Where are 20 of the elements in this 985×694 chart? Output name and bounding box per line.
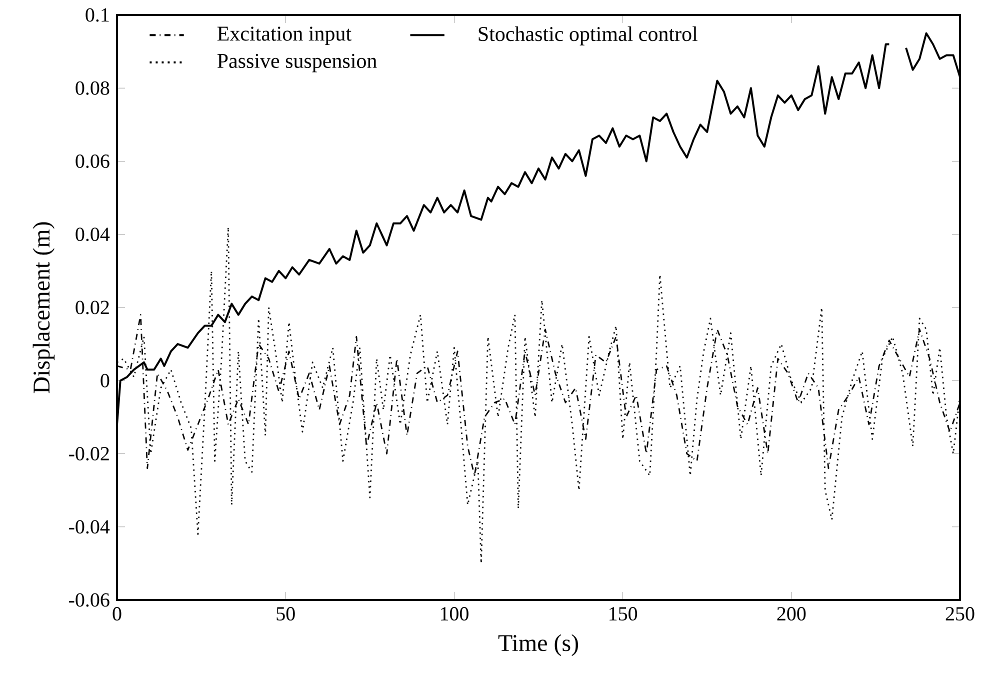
x-tick-label: 150 xyxy=(610,607,638,621)
y-tick-label: -0.02 xyxy=(69,446,109,461)
y-tick-label: 0.08 xyxy=(76,81,110,95)
y-tick-label: 0.04 xyxy=(76,228,110,242)
y-tick-label: -0.06 xyxy=(69,593,110,607)
legend-label: Passive suspension xyxy=(217,54,377,72)
legend-label: Excitation input xyxy=(217,26,352,46)
x-axis-title: Time (s) xyxy=(498,634,578,656)
y-axis-title: Displacement (m) xyxy=(32,222,55,394)
x-tick-label: 0 xyxy=(112,607,122,621)
legend-label: Stochastic optimal control xyxy=(478,26,698,46)
x-tick-label: 250 xyxy=(946,607,974,621)
y-tick-label: 0.1 xyxy=(86,8,109,22)
y-tick-label: -0.04 xyxy=(69,520,110,534)
x-tick-label: 50 xyxy=(276,607,295,621)
y-tick-label: 0.06 xyxy=(76,154,110,168)
y-tick-label: 0 xyxy=(100,374,110,388)
x-tick-label: 100 xyxy=(440,607,468,621)
x-tick-label: 200 xyxy=(777,607,806,621)
y-tick-label: 0.02 xyxy=(76,300,109,314)
